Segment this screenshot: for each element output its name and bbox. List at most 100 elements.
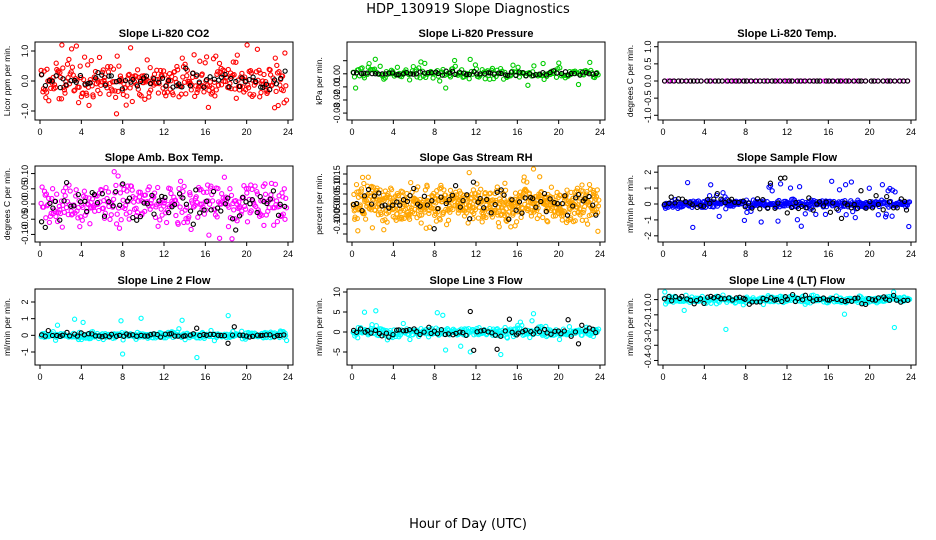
data-point: [194, 72, 200, 78]
data-point: [158, 206, 164, 212]
y-tick-label: 0.15: [332, 165, 342, 183]
data-point: [806, 195, 812, 201]
data-point: [435, 205, 441, 212]
y-tick-label: 0.05: [20, 180, 30, 198]
data-point: [728, 196, 735, 202]
data-point: [786, 78, 792, 84]
data-point: [515, 330, 521, 336]
data-point: [544, 218, 550, 224]
data-point: [407, 336, 413, 343]
data-point: [527, 334, 533, 341]
data-point: [142, 96, 148, 102]
data-point: [113, 221, 120, 227]
data-point: [483, 214, 489, 221]
data-point: [368, 201, 375, 207]
data-point: [445, 217, 452, 223]
data-point: [775, 218, 781, 224]
x-tick-label: 8: [432, 127, 437, 137]
data-point: [733, 295, 740, 301]
y-tick-label: 0.0: [643, 75, 653, 88]
data-point: [120, 181, 126, 187]
data-point: [114, 211, 120, 217]
data-point: [280, 87, 286, 94]
data-point: [769, 188, 775, 194]
data-point: [373, 323, 379, 329]
data-point: [176, 81, 182, 87]
data-point: [118, 318, 124, 324]
data-point: [496, 328, 503, 334]
data-point: [716, 213, 722, 220]
data-point: [411, 185, 417, 192]
data-point: [407, 71, 414, 77]
data-point: [424, 202, 431, 208]
data-point: [273, 198, 280, 204]
data-point: [199, 71, 205, 77]
data-point: [273, 88, 279, 95]
data-point: [435, 208, 441, 215]
data-point: [256, 67, 262, 73]
data-point: [390, 202, 396, 208]
data-point: [198, 186, 204, 193]
x-tick-label: 16: [823, 127, 833, 137]
data-point: [757, 299, 763, 305]
data-point: [492, 332, 499, 338]
x-tick-label: 12: [782, 372, 792, 382]
data-point: [411, 326, 417, 332]
data-point: [144, 57, 150, 63]
panel-title: Slope Li-820 CO2: [119, 28, 209, 40]
data-point: [394, 211, 400, 217]
panel-title: Slope Sample Flow: [737, 152, 838, 164]
data-point: [898, 196, 904, 202]
x-tick-label: 24: [283, 127, 293, 137]
data-point: [701, 300, 707, 307]
y-tick-label: 0.00: [332, 65, 342, 83]
data-point: [400, 328, 407, 334]
data-point: [584, 188, 590, 195]
data-point: [42, 82, 49, 89]
data-point: [43, 191, 50, 197]
data-point: [587, 59, 593, 66]
data-point: [145, 333, 151, 339]
data-point: [229, 332, 236, 338]
data-point: [42, 333, 48, 339]
data-point: [72, 87, 78, 93]
data-point: [246, 334, 253, 340]
x-tick-label: 20: [242, 249, 252, 259]
data-point: [63, 179, 70, 186]
data-point: [281, 332, 287, 338]
data-point: [276, 69, 282, 75]
data-point: [353, 200, 360, 207]
data-point: [672, 294, 679, 300]
x-tick-label: 12: [471, 127, 481, 137]
data-point: [869, 205, 876, 211]
data-point: [49, 78, 55, 84]
data-point: [687, 78, 694, 84]
y-tick-label: 0.00: [332, 195, 342, 213]
data-point: [470, 215, 476, 222]
data-point: [846, 78, 852, 84]
data-point: [201, 331, 207, 338]
data-point: [687, 297, 694, 303]
data-point: [87, 221, 93, 227]
data-point: [59, 332, 66, 338]
data-point: [113, 182, 119, 189]
data-point: [388, 186, 395, 193]
y-tick-label: -5: [332, 348, 342, 356]
data-point: [236, 213, 243, 219]
data-point: [73, 193, 79, 199]
data-point: [754, 196, 761, 202]
data-point: [68, 203, 74, 209]
data-point: [101, 74, 108, 81]
data-point: [397, 202, 403, 208]
data-point: [434, 331, 441, 337]
data-point: [386, 70, 392, 76]
data-point: [82, 198, 88, 204]
data-point: [359, 207, 365, 214]
y-tick-label: 2: [643, 170, 653, 175]
data-point: [557, 65, 563, 71]
data-point: [541, 326, 548, 333]
data-point: [868, 78, 874, 84]
data-point: [494, 346, 500, 352]
y-tick-label: -0.10: [20, 224, 30, 245]
data-point: [741, 78, 747, 84]
